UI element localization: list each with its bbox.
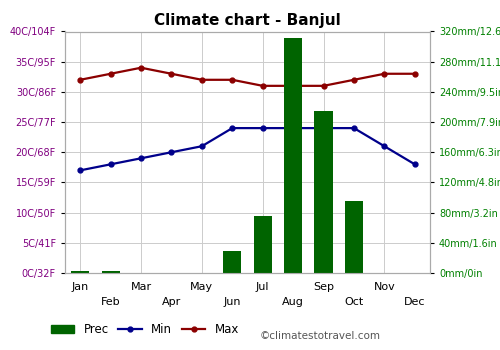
Bar (284, 37, 302, 273)
Bar (254, 216, 272, 273)
Text: Dec: Dec (404, 297, 425, 307)
Text: Oct: Oct (344, 297, 364, 307)
Text: Mar: Mar (130, 282, 152, 292)
Text: Sep: Sep (313, 282, 334, 292)
Bar (223, 251, 242, 273)
Text: Apr: Apr (162, 297, 181, 307)
Text: Nov: Nov (374, 282, 395, 292)
Text: Jun: Jun (224, 297, 241, 307)
Text: Jul: Jul (256, 282, 270, 292)
Text: Aug: Aug (282, 297, 304, 307)
Bar (314, 112, 332, 273)
Text: May: May (190, 282, 214, 292)
Text: Jan: Jan (72, 282, 89, 292)
Bar (345, 201, 363, 273)
Text: ©climatestotravel.com: ©climatestotravel.com (260, 331, 381, 341)
Text: Feb: Feb (101, 297, 120, 307)
Legend: Prec, Min, Max: Prec, Min, Max (46, 318, 244, 341)
Bar (102, 271, 120, 273)
Title: Climate chart - Banjul: Climate chart - Banjul (154, 13, 341, 28)
Bar (71, 271, 90, 273)
